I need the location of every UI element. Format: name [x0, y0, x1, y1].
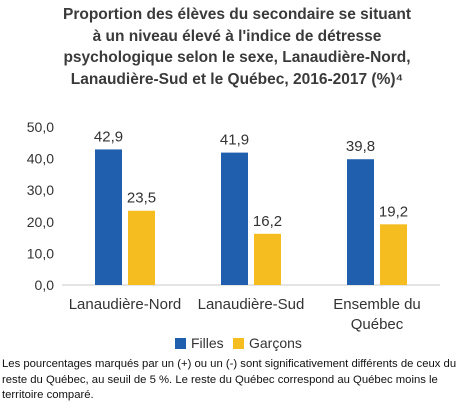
footnote: Les pourcentages marqués par un (+) ou u… [2, 358, 457, 401]
data-label: 16,2 [253, 213, 282, 230]
legend-label: Filles [191, 335, 224, 351]
y-tick-label: 10,0 [27, 245, 54, 261]
bar-filles [221, 152, 248, 285]
bar-garons [128, 210, 155, 285]
bar-chart: 0,0 10,0 20,0 30,0 40,0 50,0 42,9 23,5 Lanaudièr… [27, 119, 440, 351]
data-label: 39,8 [346, 138, 375, 155]
data-label: 19,2 [379, 203, 408, 220]
chart-title-line: à un niveau élevé à l'indice de détresse [92, 27, 382, 45]
chart-title: Proportion des élèves du secondaire se s… [0, 4, 474, 90]
y-tick-label: 40,0 [27, 151, 54, 167]
data-label: 41,9 [220, 132, 249, 149]
bar-filles [95, 149, 122, 285]
x-tick-label: Lanaudière-Nord [69, 296, 182, 313]
bar-garons [380, 224, 407, 285]
chart-title-line: Lanaudière-Sud et le Québec, 2016-2017 (… [70, 70, 404, 88]
bar-garons [254, 233, 281, 285]
y-tick-label: 30,0 [27, 182, 54, 198]
data-label: 23,5 [127, 190, 156, 207]
y-tick-label: 20,0 [27, 214, 54, 230]
legend-swatch [175, 338, 186, 349]
y-tick-label: 50,0 [27, 119, 54, 135]
bar-filles [347, 159, 374, 285]
x-tick-label: Lanaudière-Sud [198, 296, 305, 313]
data-label: 42,9 [94, 128, 123, 145]
x-tick-label: Ensemble du [333, 296, 421, 313]
chart-title-line: Proportion des élèves du secondaire se s… [63, 6, 411, 23]
x-tick-label: Québec [351, 316, 404, 333]
legend-swatch [233, 338, 244, 349]
legend-label: Garçons [249, 335, 302, 351]
y-tick-label: 0,0 [35, 277, 55, 293]
chart-title-line: psychologique selon le sexe, Lanaudière-… [63, 49, 411, 66]
